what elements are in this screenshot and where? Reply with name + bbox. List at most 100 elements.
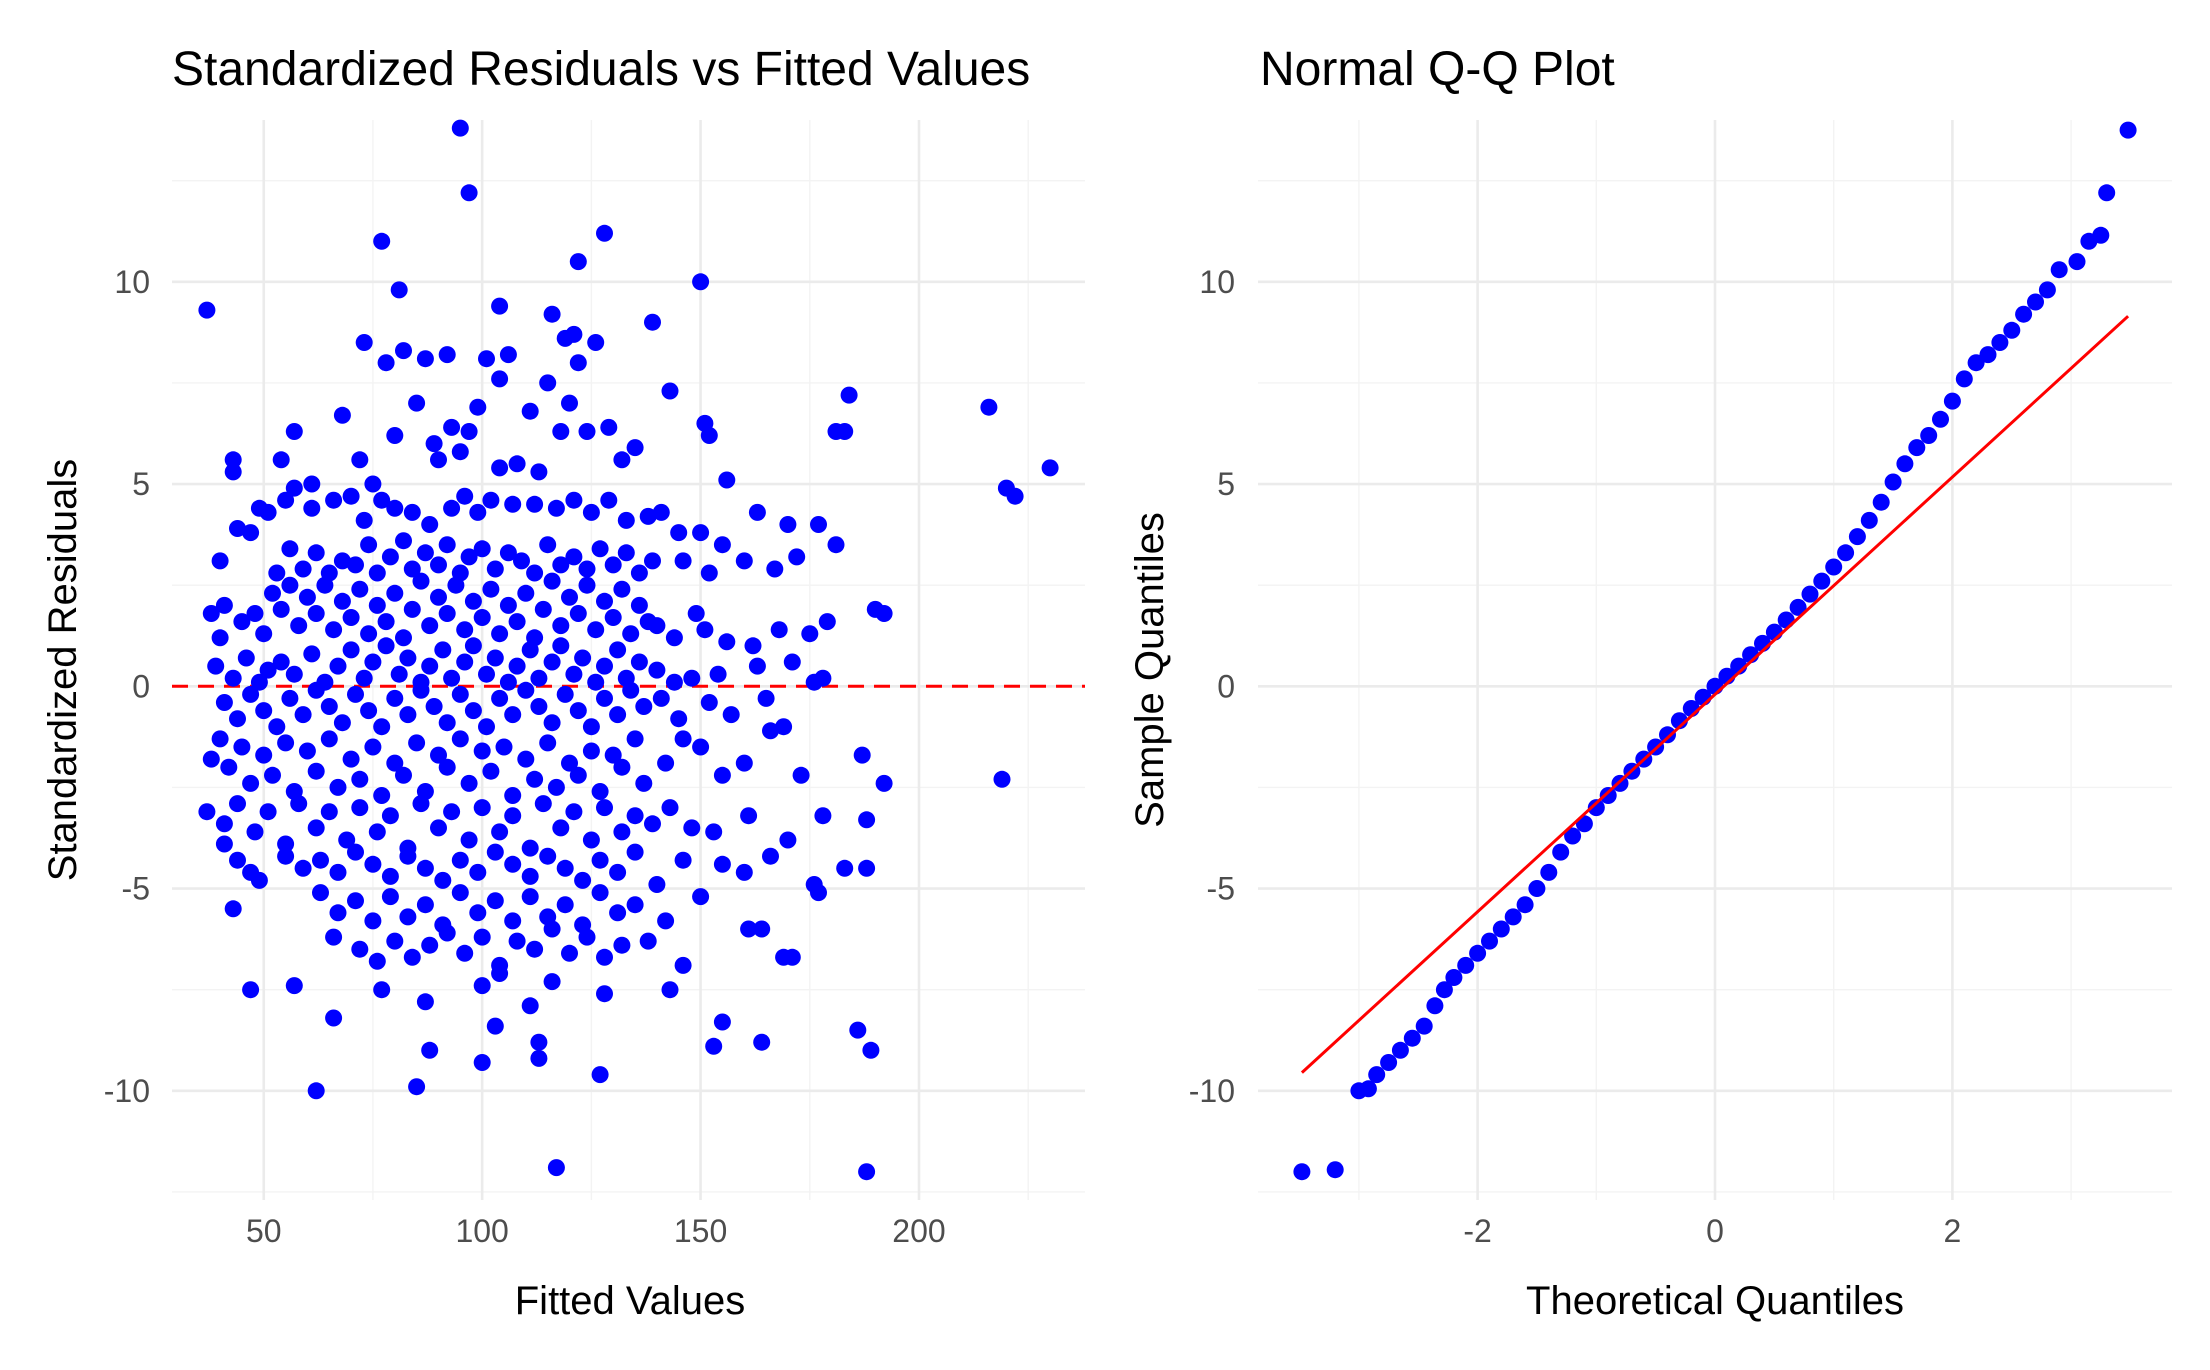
residuals-point [657, 754, 675, 772]
residuals-point [233, 613, 251, 631]
residuals-point [242, 524, 260, 542]
residuals-point [482, 491, 500, 509]
residuals-point [556, 685, 574, 703]
residuals-point [347, 892, 364, 910]
residuals-point [377, 637, 395, 655]
residuals-point [648, 617, 666, 635]
residuals-point [421, 617, 439, 635]
residuals-point [347, 685, 364, 703]
residuals-point [521, 888, 539, 906]
residuals-point [395, 629, 412, 647]
residuals-point [521, 997, 539, 1015]
qq-point [2119, 121, 2137, 139]
qq-point [1391, 1041, 1409, 1059]
residuals-point [464, 637, 482, 655]
residuals-point [665, 673, 683, 691]
residuals-point [665, 629, 683, 647]
residuals-point [700, 564, 718, 582]
residuals-point [700, 427, 718, 444]
residuals-point [355, 334, 373, 351]
qq-point [2027, 293, 2044, 311]
residuals-point [351, 940, 369, 958]
qq-point [1825, 558, 1843, 576]
residuals-point [395, 766, 412, 784]
residuals-point [486, 560, 504, 578]
residuals-point [775, 718, 793, 736]
residuals-point [211, 730, 229, 748]
residuals-point [499, 346, 517, 364]
residuals-point [403, 503, 421, 521]
residuals-point [504, 706, 522, 724]
residuals-point [456, 944, 474, 962]
residuals-point [399, 908, 417, 926]
qq-point [1777, 611, 1795, 629]
residuals-point [692, 273, 710, 291]
residuals-point [395, 342, 412, 360]
residuals-point [246, 823, 264, 841]
residuals-point [255, 702, 273, 720]
residuals-y-tick-label: 10 [114, 264, 150, 300]
residuals-point [683, 819, 701, 837]
qq-point [1293, 1163, 1311, 1181]
residuals-point [491, 297, 509, 315]
residuals-point [556, 896, 574, 914]
residuals-point [347, 556, 364, 574]
residuals-point [622, 625, 640, 643]
residuals-point [674, 730, 692, 748]
residuals-point [460, 774, 478, 792]
residuals-point [644, 313, 661, 331]
residuals-point [290, 617, 308, 635]
residuals-point [504, 495, 522, 513]
residuals-point [626, 807, 644, 825]
residuals-point [259, 503, 277, 521]
residuals-point [390, 281, 408, 299]
qq-x-tick-label: -2 [1463, 1213, 1491, 1249]
residuals-point [692, 888, 710, 906]
residuals-points [198, 119, 1059, 1181]
residuals-point [198, 803, 216, 821]
residuals-point [661, 799, 679, 817]
qq-point [1943, 392, 1961, 410]
residuals-point [412, 681, 430, 699]
residuals-point [434, 871, 452, 889]
residuals-point [482, 580, 500, 598]
residuals-point [626, 843, 644, 861]
residuals-point [713, 1013, 731, 1031]
residuals-point [565, 803, 583, 821]
residuals-point [748, 657, 766, 675]
residuals-point [609, 863, 627, 881]
residuals-point [840, 386, 858, 404]
residuals-y-tick-label: -10 [104, 1073, 150, 1109]
residuals-point [233, 738, 251, 756]
residuals-point [451, 884, 469, 902]
residuals-point [521, 867, 539, 885]
qq-point [1492, 920, 1510, 938]
residuals-point [713, 536, 731, 554]
residuals-point [630, 564, 648, 582]
residuals-point [368, 564, 386, 582]
residuals-point [416, 993, 434, 1011]
residuals-point [329, 778, 347, 796]
residuals-point [644, 552, 661, 570]
residuals-point [224, 463, 242, 481]
residuals-point [578, 423, 596, 440]
residuals-point [255, 625, 273, 643]
residuals-point [499, 544, 517, 562]
residuals-point [762, 847, 779, 865]
residuals-point [495, 738, 513, 756]
residuals-point [272, 600, 290, 618]
qq-point [1659, 726, 1676, 744]
residuals-point [574, 871, 592, 889]
residuals-point [250, 673, 268, 691]
residuals-point [1041, 459, 1059, 477]
residuals-point [744, 637, 762, 655]
residuals-point [626, 439, 644, 457]
residuals-point [447, 576, 465, 594]
residuals-point [403, 600, 421, 618]
residuals-point [862, 1041, 880, 1059]
qq-point [1415, 1017, 1433, 1035]
residuals-point [264, 766, 281, 784]
residuals-point [298, 742, 316, 760]
residuals-point [364, 738, 382, 756]
residuals-point [486, 892, 504, 910]
